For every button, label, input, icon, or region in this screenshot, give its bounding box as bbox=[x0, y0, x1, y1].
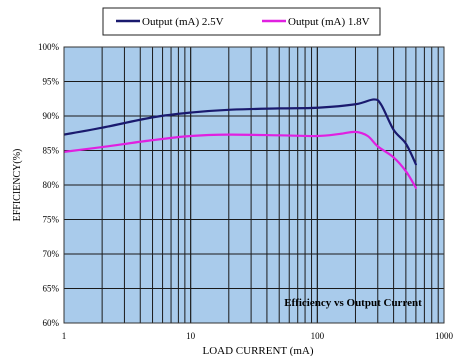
series-layer bbox=[64, 98, 417, 189]
legend-label-series-2: Output (mA) 1.8V bbox=[288, 16, 370, 28]
y-tick-label: 65% bbox=[43, 284, 60, 294]
y-tick-label: 100% bbox=[38, 42, 60, 52]
plot-frame bbox=[63, 46, 445, 324]
y-tick-label: 60% bbox=[43, 318, 60, 328]
y-tick-label: 95% bbox=[43, 77, 60, 87]
y-tick-label: 90% bbox=[43, 111, 60, 121]
x-axis-ticks: 1 10 100 1000 bbox=[62, 331, 454, 341]
annotation-text: Efficiency vs Output Current bbox=[284, 297, 422, 309]
x-tick-label: 100 bbox=[311, 331, 325, 341]
legend-label-series-1: Output (mA) 2.5V bbox=[142, 16, 224, 28]
series-line-2 bbox=[64, 130, 417, 189]
annotation: Efficiency vs Output Current bbox=[284, 297, 422, 309]
y-axis-label: EFFICIENCY(%) bbox=[12, 149, 23, 222]
y-tick-label: 70% bbox=[43, 249, 60, 259]
x-tick-label: 10 bbox=[186, 331, 196, 341]
series-line-1 bbox=[64, 98, 417, 166]
x-tick-label: 1000 bbox=[435, 331, 454, 341]
legend-box bbox=[102, 7, 381, 36]
y-tick-label: 85% bbox=[43, 146, 60, 156]
x-tick-label: 1 bbox=[62, 331, 67, 341]
x-axis-label: LOAD CURRENT (mA) bbox=[202, 345, 313, 356]
legend: Output (mA) 2.5V Output (mA) 1.8V bbox=[102, 7, 381, 36]
y-tick-label: 80% bbox=[43, 180, 60, 190]
y-tick-label: 75% bbox=[43, 215, 60, 225]
y-axis-ticks: 60% 65% 70% 75% 80% 85% 90% 95% 100% bbox=[38, 42, 60, 328]
grid bbox=[64, 47, 444, 323]
